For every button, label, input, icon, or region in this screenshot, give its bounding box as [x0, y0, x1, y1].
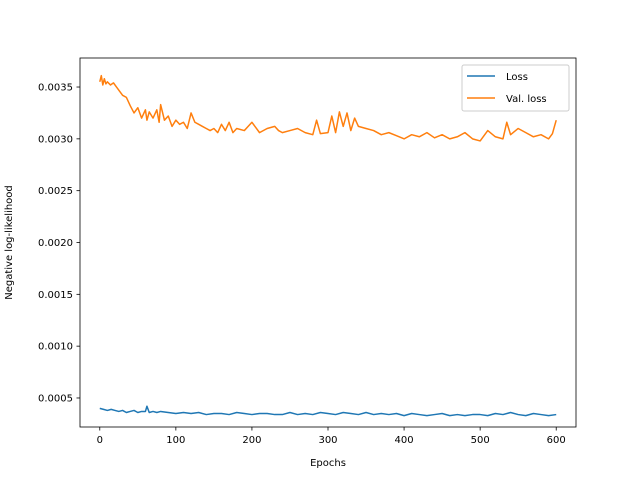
x-tick-label: 0: [97, 435, 103, 446]
x-tick-label: 200: [242, 435, 261, 446]
series-line-val-loss: [99, 74, 557, 142]
y-tick-label: 0.0015: [38, 290, 73, 301]
series-line-loss: [99, 405, 557, 417]
legend-label-val-loss: Val. loss: [506, 94, 547, 105]
legend: Loss Val. loss: [461, 64, 570, 112]
y-tick-label: 0.0010: [38, 342, 73, 353]
y-tick-label: 0.0035: [38, 83, 73, 94]
series-group: [99, 74, 557, 417]
x-tick-label: 100: [166, 435, 185, 446]
y-axis-label: Negative log-likelihood: [4, 185, 15, 300]
legend-label-loss: Loss: [506, 72, 528, 83]
y-tick-label: 0.0025: [38, 186, 73, 197]
x-axis-ticks: 0 100 200 300 400 500 600: [97, 427, 566, 446]
x-tick-label: 600: [547, 435, 566, 446]
x-axis-label: Epochs: [310, 458, 346, 469]
y-axis-ticks: 0.0005 0.0010 0.0015 0.0020 0.0025 0.0030 0.00…: [38, 83, 80, 404]
y-tick-label: 0.0005: [38, 393, 73, 404]
x-tick-label: 400: [395, 435, 414, 446]
y-tick-label: 0.0020: [38, 238, 73, 249]
y-tick-label: 0.0030: [38, 134, 73, 145]
x-tick-label: 300: [318, 435, 337, 446]
x-tick-label: 500: [471, 435, 490, 446]
